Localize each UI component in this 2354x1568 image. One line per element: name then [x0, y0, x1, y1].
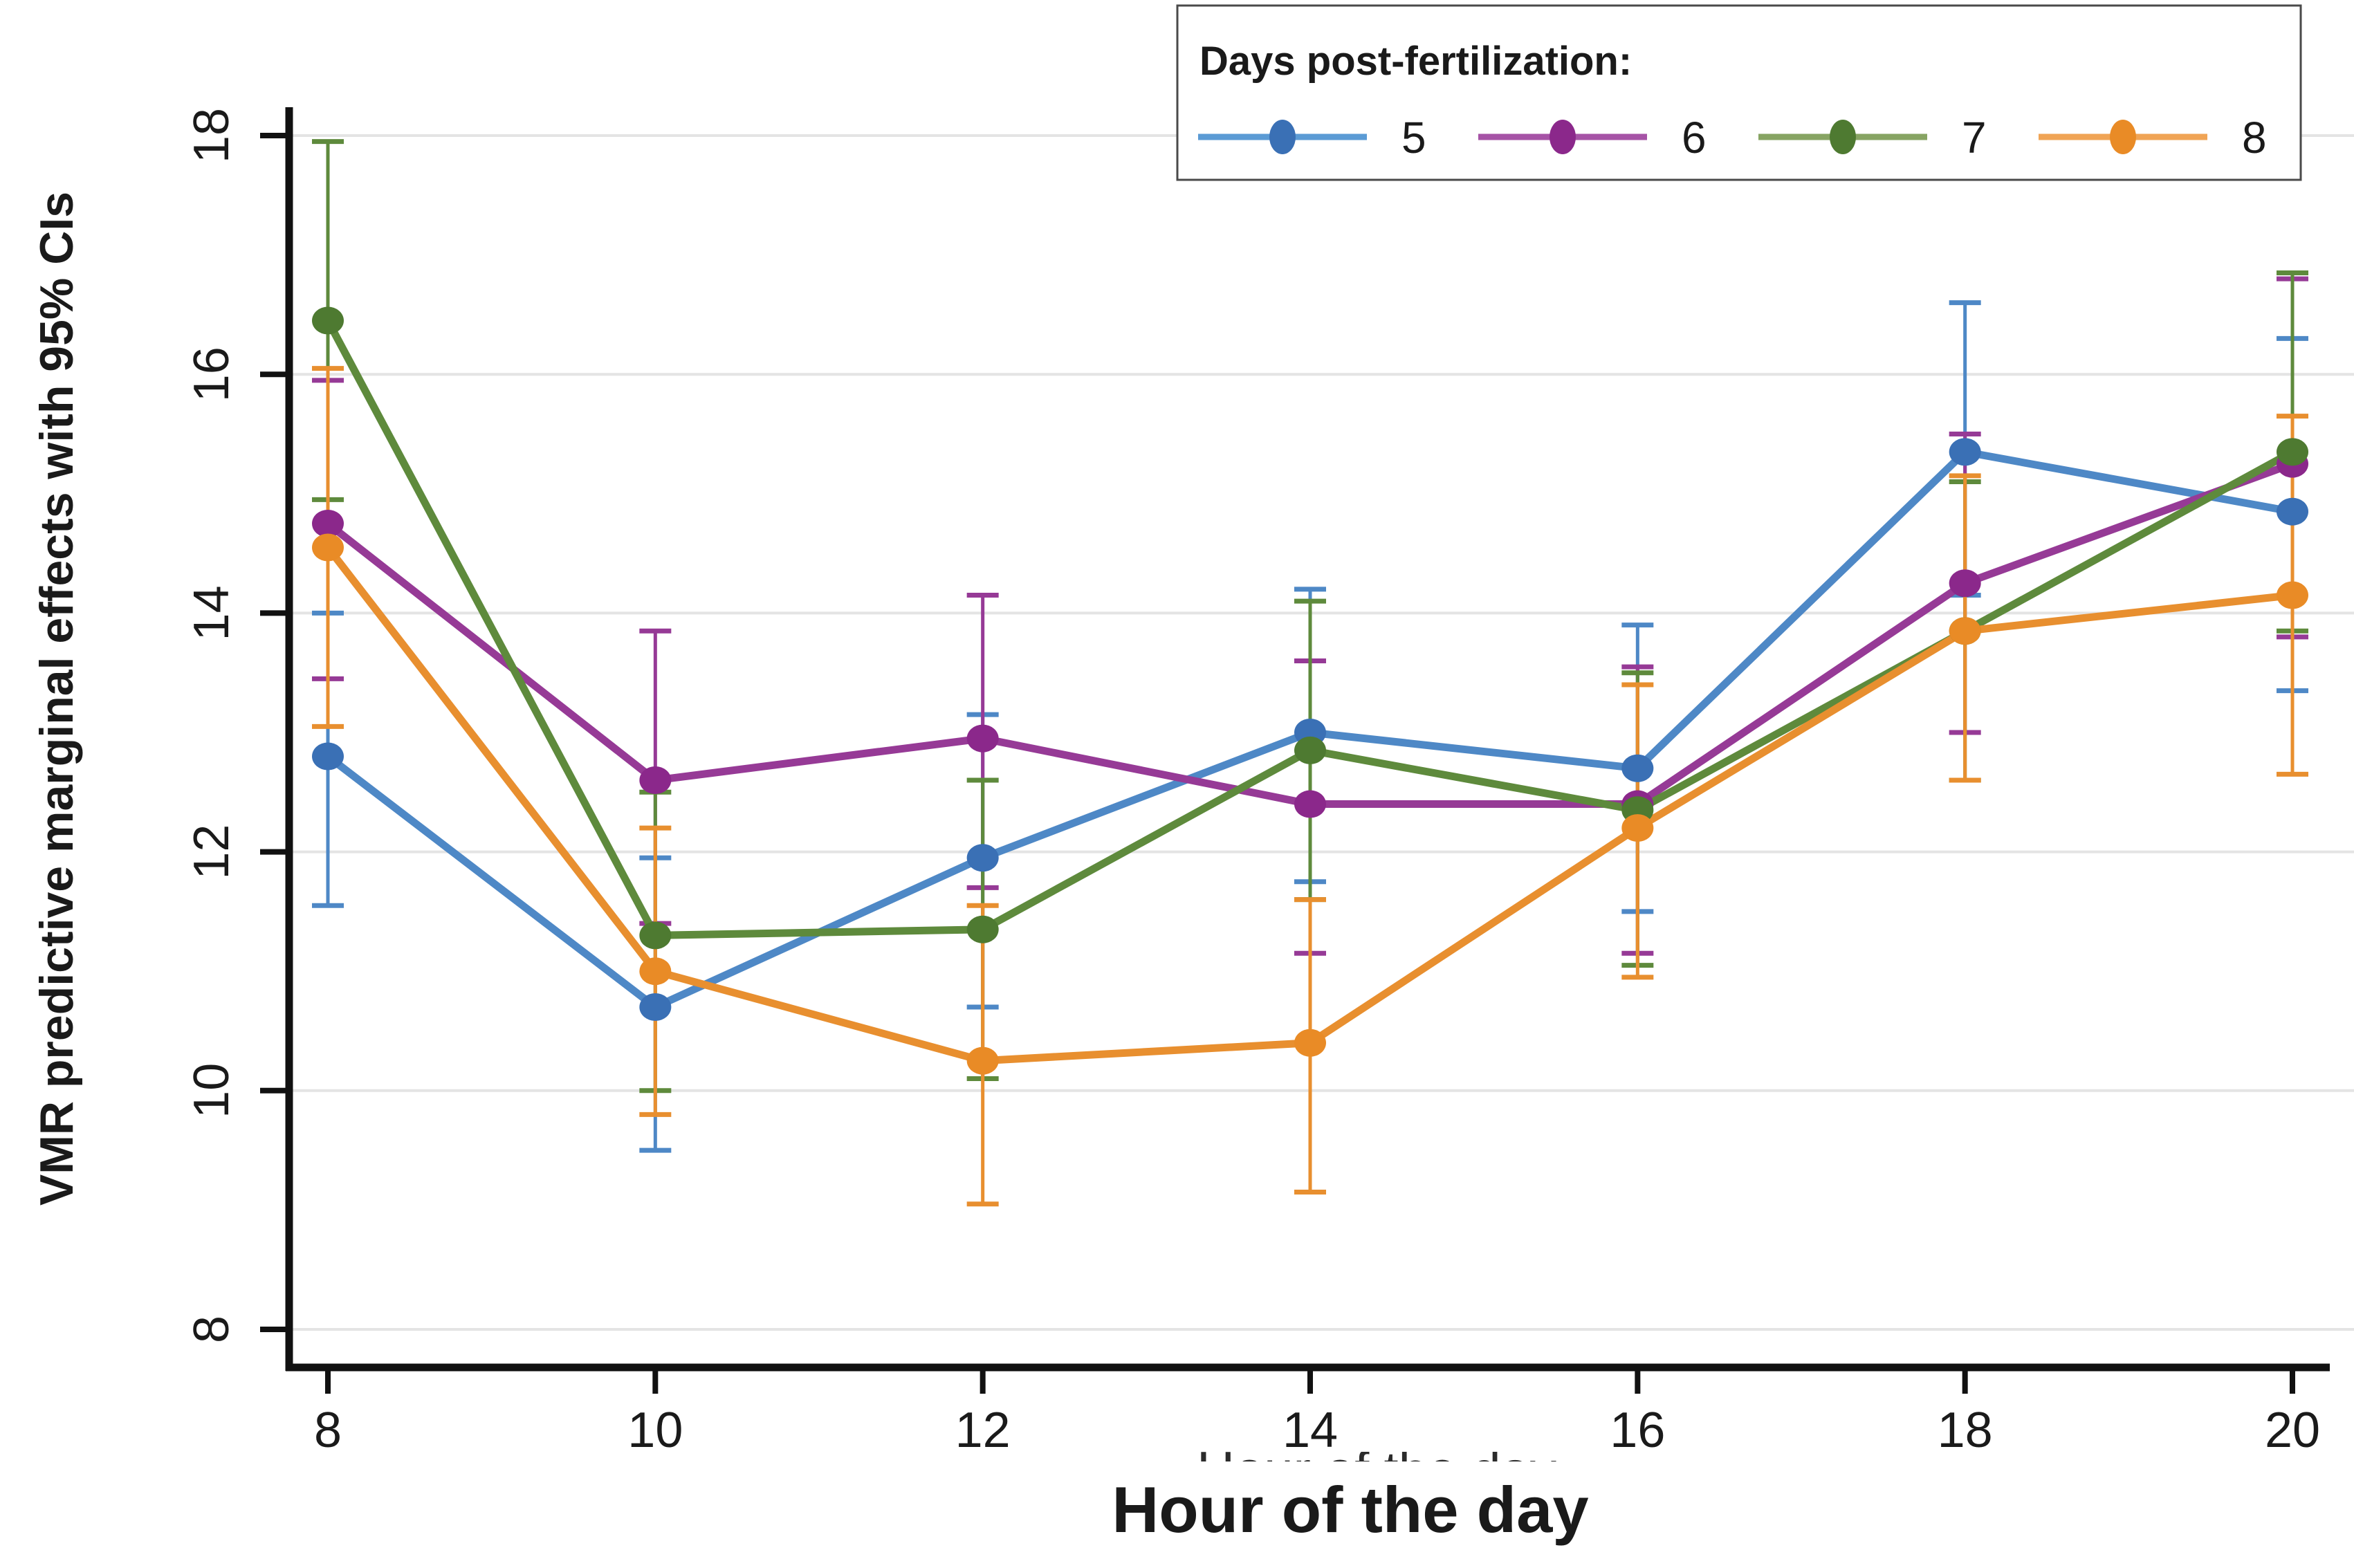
x-tick-label-10: 10 — [627, 1403, 683, 1458]
marker-5-h12 — [966, 844, 999, 872]
x-tick-label-12: 12 — [955, 1403, 1011, 1458]
legend-label-8: 8 — [2242, 113, 2267, 163]
legend-marker-8 — [2110, 120, 2136, 154]
legend-marker-6 — [1550, 120, 1576, 154]
x-tick-label-14: 14 — [1282, 1403, 1338, 1458]
x-tick-label-18: 18 — [1938, 1403, 1993, 1458]
marker-6-h18 — [1949, 569, 1981, 598]
clipped-xlabel-artifact: Hour of the day — [1197, 1441, 1556, 1500]
y-tick-label-10: 10 — [184, 1063, 239, 1118]
y-tick-label-18: 18 — [184, 108, 239, 163]
marker-6-h12 — [966, 724, 999, 753]
legend-label-7: 7 — [1962, 113, 1987, 163]
marker-5-h10 — [639, 993, 672, 1021]
marker-6-h8 — [312, 509, 344, 537]
y-tick-label-14: 14 — [184, 585, 239, 640]
marker-7-h14 — [1294, 736, 1327, 764]
marker-7-h12 — [966, 915, 999, 943]
marker-8-h14 — [1294, 1029, 1327, 1057]
marker-5-h16 — [1621, 754, 1654, 782]
y-tick-label-8: 8 — [184, 1316, 239, 1343]
marker-7-h10 — [639, 921, 672, 950]
y-axis-title: VMR predictive marginal effects with 95%… — [30, 192, 83, 1206]
marker-8-h18 — [1949, 617, 1981, 645]
marker-5-h20 — [2277, 497, 2309, 526]
marker-8-h16 — [1621, 814, 1654, 842]
legend-marker-5 — [1269, 120, 1296, 154]
legend-box — [1176, 4, 2302, 181]
marker-6-h14 — [1294, 790, 1327, 818]
legend-title: Days post-fertilization: — [1199, 39, 1632, 84]
marker-8-h20 — [2277, 581, 2309, 609]
marker-7-h8 — [312, 306, 344, 335]
x-axis-title: Hour of the day — [1112, 1473, 1588, 1546]
legend-label-6: 6 — [1682, 113, 1707, 163]
legend-marker-7 — [1830, 120, 1856, 154]
marker-8-h10 — [639, 957, 672, 986]
marker-6-h10 — [639, 766, 672, 795]
marker-5-h18 — [1949, 438, 1981, 466]
x-tick-label-16: 16 — [1610, 1403, 1665, 1458]
y-tick-label-16: 16 — [184, 347, 239, 402]
x-tick-label-8: 8 — [314, 1403, 342, 1458]
marker-5-h8 — [312, 742, 344, 771]
legend-label-5: 5 — [1401, 113, 1426, 163]
y-tick-label-12: 12 — [184, 824, 239, 880]
marker-8-h12 — [966, 1046, 999, 1075]
marker-8-h8 — [312, 533, 344, 562]
marker-7-h20 — [2277, 438, 2309, 466]
x-tick-label-20: 20 — [2265, 1403, 2320, 1458]
